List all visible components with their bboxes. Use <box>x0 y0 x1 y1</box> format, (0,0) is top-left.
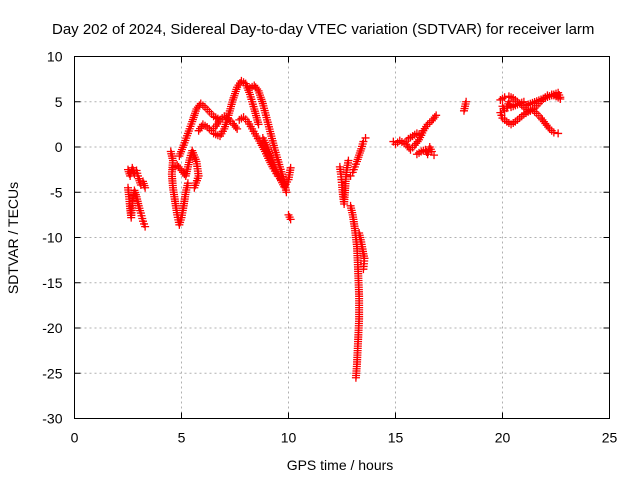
data-point <box>430 151 439 160</box>
data-point <box>231 123 240 132</box>
data-point <box>286 215 295 224</box>
data-point <box>230 91 239 100</box>
y-tick-labels: 10 5 0 -5 -10 -15 -20 -25 -30 <box>42 49 62 427</box>
data-point <box>255 89 264 98</box>
y-tick-label: -25 <box>42 365 62 381</box>
y-tick-label: -5 <box>50 184 63 200</box>
data-point <box>356 146 365 155</box>
data-point <box>233 124 242 133</box>
data-point <box>351 373 360 382</box>
x-tick-label: 15 <box>388 430 404 446</box>
x-tick-label: 10 <box>281 430 297 446</box>
series-arc-19 <box>459 97 471 115</box>
y-tick-label: -10 <box>42 230 62 246</box>
data-point <box>257 95 266 104</box>
series-arc-4 <box>168 146 203 192</box>
x-tick-label: 5 <box>178 430 186 446</box>
data-point <box>188 115 197 124</box>
series-arc-17 <box>402 111 441 154</box>
series-arc-12 <box>335 156 353 209</box>
y-tick-label: 10 <box>47 49 63 65</box>
x-tick-label: 0 <box>71 430 79 446</box>
series-arc-5 <box>175 99 225 161</box>
y-axis-label: SDTVAR / TECUs <box>5 182 21 294</box>
series-arc-15 <box>346 133 370 180</box>
series-arc-11 <box>284 210 295 224</box>
data-point <box>413 137 422 146</box>
data-point <box>141 183 150 192</box>
y-tick-label: -20 <box>42 320 62 336</box>
data-point <box>256 93 265 102</box>
data-point <box>286 163 295 172</box>
data-point <box>355 149 364 158</box>
ticks <box>74 56 610 419</box>
data-point <box>231 89 239 98</box>
x-tick-labels: 0 5 10 15 20 25 <box>71 430 618 446</box>
data-point <box>232 85 241 94</box>
chart-title: Day 202 of 2024, Sidereal Day-to-day VTE… <box>52 21 594 38</box>
data-point <box>282 188 291 197</box>
data-point <box>359 265 368 274</box>
series-arc-14 <box>355 228 369 274</box>
data-point <box>361 133 370 142</box>
x-tick-label: 20 <box>495 430 511 446</box>
y-tick-label: -15 <box>42 275 62 291</box>
data-point <box>213 131 222 140</box>
data-point <box>515 114 524 123</box>
series-arc-2 <box>124 183 150 231</box>
series-arc-18 <box>412 143 439 160</box>
series-arc-22 <box>498 88 565 115</box>
data-point <box>432 111 441 120</box>
data-point <box>556 93 565 102</box>
data-point <box>354 153 363 162</box>
data-point <box>344 156 353 165</box>
y-tick-label: 0 <box>55 139 63 155</box>
data-point <box>229 93 238 102</box>
data-point <box>258 97 267 106</box>
data-point <box>425 118 434 127</box>
series-arc-21 <box>496 105 563 138</box>
data-point <box>183 179 192 188</box>
x-tick-label: 25 <box>602 430 618 446</box>
x-axis-label: GPS time / hours <box>287 457 394 473</box>
series-arc-10 <box>258 133 295 191</box>
series-arc-7 <box>209 76 263 141</box>
data-point <box>191 107 200 116</box>
data-point <box>355 151 364 160</box>
data-point <box>353 155 362 164</box>
data-point <box>190 111 199 120</box>
y-tick-label: -30 <box>42 411 62 427</box>
series-arc-13 <box>346 201 364 382</box>
data-point <box>254 120 263 129</box>
data-point <box>544 123 553 132</box>
data-point <box>141 222 150 231</box>
data-point <box>549 128 558 137</box>
data-point <box>462 97 471 106</box>
data-point <box>198 101 207 110</box>
data-points <box>124 76 565 382</box>
series-arc-1 <box>124 163 150 192</box>
y-tick-label: 5 <box>55 94 63 110</box>
data-point <box>554 129 563 138</box>
data-point <box>430 113 439 122</box>
data-point <box>190 183 199 192</box>
